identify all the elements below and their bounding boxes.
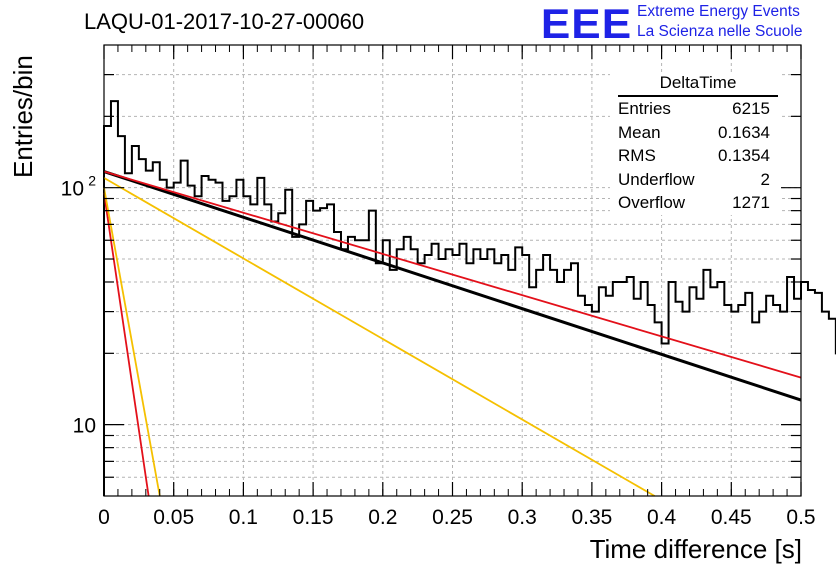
fit-curve <box>103 187 161 497</box>
stats-value: 2 <box>760 169 770 189</box>
x-tick-label: 0.45 <box>711 506 752 529</box>
stats-row-rms: RMS 0.1354 <box>610 144 780 168</box>
x-tick-label: 0.25 <box>432 506 473 529</box>
x-tick-label: 0.35 <box>571 506 612 529</box>
y-tick-exponent: 2 <box>88 173 96 189</box>
eee-logo-line2: La Scienza nelle Scuole <box>637 23 803 40</box>
chart-title: LAQU-01-2017-10-27-00060 <box>84 9 365 34</box>
stats-row-mean: Mean 0.1634 <box>610 121 780 145</box>
x-tick-label: 0.15 <box>293 506 334 529</box>
x-tick-label: 0.3 <box>508 506 537 529</box>
stats-label: Overflow <box>618 193 686 212</box>
stats-value: 0.1634 <box>718 122 770 142</box>
stats-box: DeltaTime Entries 6215 Mean 0.1634 RMS 0.13… <box>610 73 780 215</box>
stats-title: DeltaTime <box>618 73 778 97</box>
y-axis-label: Entries/bin <box>8 55 38 178</box>
stats-row-underflow: Underflow 2 <box>610 168 780 192</box>
stats-value: 0.1354 <box>718 146 770 165</box>
fit-curve <box>103 170 802 402</box>
stats-value: 6215 <box>732 99 770 118</box>
y-tick-label: 10 <box>73 415 96 438</box>
x-tick-label: 0.1 <box>229 506 258 529</box>
fit-curve <box>103 170 802 379</box>
histogram <box>103 100 836 496</box>
stats-value: 1271 <box>732 193 770 212</box>
stats-label: Mean <box>618 122 661 142</box>
x-tick-label: 0.05 <box>153 506 194 529</box>
x-tick-label: 0.2 <box>368 506 397 529</box>
x-axis-label: Time difference [s] <box>589 534 802 564</box>
stats-label: Underflow <box>618 169 695 189</box>
stats-row-overflow: Overflow 1271 <box>610 191 780 215</box>
eee-logo-line1: Extreme Energy Events <box>637 3 800 20</box>
x-tick-label: 0 <box>98 506 110 529</box>
x-tick-label: 0.4 <box>647 506 677 529</box>
x-tick-label: 0.5 <box>786 506 815 529</box>
eee-logo: EEE <box>540 0 633 47</box>
stats-row-entries: Entries 6215 <box>610 97 780 121</box>
stats-label: Entries <box>618 99 671 118</box>
y-tick-label: 10 <box>61 178 84 201</box>
y-axis-label-wrap: Entries/bin <box>8 36 38 186</box>
fit-curve <box>103 177 656 497</box>
fit-curve <box>103 192 150 497</box>
eee-logo-caption: Extreme Energy Events La Scienza nelle S… <box>637 2 802 42</box>
stats-label: RMS <box>618 146 656 165</box>
